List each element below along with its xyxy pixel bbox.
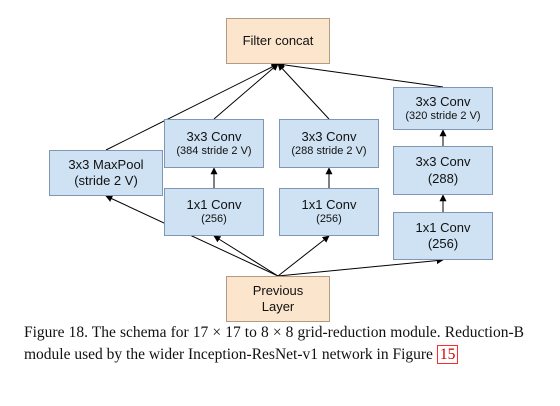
edge-b2-to-concat: [277, 63, 330, 120]
branch2-conv3-node: 3x3 Conv (288 stride 2 V): [279, 119, 379, 168]
previous-layer-line2: Layer: [261, 299, 295, 314]
branch2-conv1-params: (256): [316, 213, 342, 226]
branch1-conv1-label: 1x1 Conv: [186, 197, 242, 212]
branch1-conv3-node: 3x3 Conv (384 stride 2 V): [164, 119, 264, 168]
maxpool-node: 3x3 MaxPool (stride 2 V): [49, 150, 163, 196]
edge-b3-to-concat: [277, 61, 444, 88]
branch1-conv1-node: 1x1 Conv (256): [164, 188, 264, 236]
caption-text: Figure 18. The schema for 17 × 17 to 8 ×…: [24, 324, 524, 363]
filter-concat-node: Filter concat: [226, 18, 330, 64]
edge-prev-to-b1: [213, 235, 279, 277]
figure-caption: Figure 18. The schema for 17 × 17 to 8 ×…: [24, 322, 524, 366]
branch3-conv1-params: (256): [427, 236, 459, 251]
branch1-conv1-params: (256): [201, 213, 227, 226]
edge-maxpool-to-concat: [105, 63, 279, 151]
branch2-conv1-label: 1x1 Conv: [301, 197, 357, 212]
branch1-conv3-params: (384 stride 2 V): [176, 144, 252, 157]
branch2-conv3-params: (288 stride 2 V): [291, 144, 367, 157]
maxpool-label: 3x3 MaxPool: [68, 156, 144, 172]
branch3-conv1-node: 1x1 Conv (256): [393, 212, 493, 260]
branch3-conv3-mid-params: (288): [427, 170, 459, 186]
maxpool-stride: (stride 2 V): [74, 173, 138, 188]
previous-layer-line1: Previous: [252, 282, 304, 298]
branch3-conv3-top-node: 3x3 Conv (320 stride 2 V): [393, 87, 493, 130]
edge-prev-to-b3: [277, 257, 444, 277]
previous-layer-node: Previous Layer: [226, 276, 330, 322]
branch1-conv3-label: 3x3 Conv: [186, 128, 242, 144]
edge-prev-to-b2: [277, 235, 330, 277]
branch2-conv1-node: 1x1 Conv (256): [279, 188, 379, 236]
branch2-conv3-label: 3x3 Conv: [301, 128, 357, 144]
branch3-conv3-mid-label: 3x3 Conv: [415, 154, 471, 170]
edge-prev-to-maxpool: [105, 195, 279, 277]
figure-reference-link[interactable]: 15: [436, 345, 459, 364]
branch3-conv1-label: 1x1 Conv: [415, 219, 471, 235]
edge-b1-to-concat: [213, 63, 279, 120]
filter-concat-label: Filter concat: [242, 32, 314, 48]
branch3-conv3-top-params: (320 stride 2 V): [405, 109, 481, 122]
branch3-conv3-top-label: 3x3 Conv: [415, 93, 471, 109]
branch3-conv3-mid-node: 3x3 Conv (288): [393, 146, 493, 195]
